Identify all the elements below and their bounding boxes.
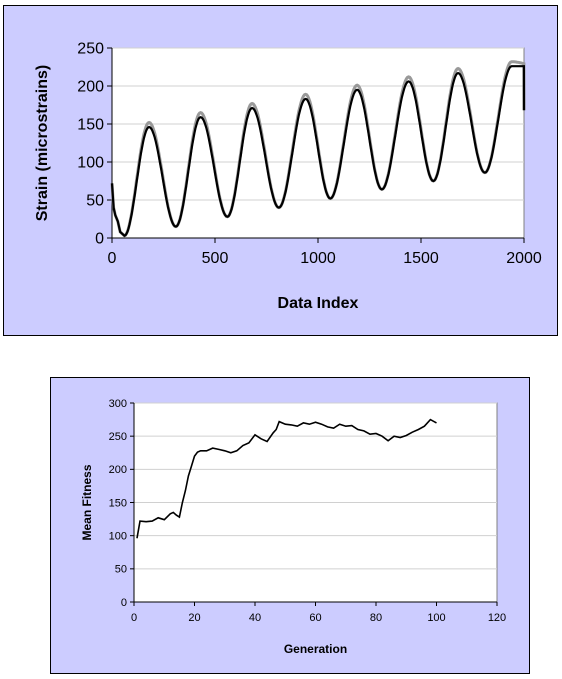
x-tick-label: 20 bbox=[188, 612, 200, 624]
y-tick-label: 200 bbox=[77, 79, 104, 96]
x-tick-label: 120 bbox=[488, 612, 506, 624]
fitness-series-line bbox=[136, 418, 437, 539]
x-tick-label: 80 bbox=[370, 612, 382, 624]
x-tick-label: 1500 bbox=[403, 250, 439, 267]
strain-chart: 0 50 100 150 200 250 0 500 1000 1500 2000 Data Inde… bbox=[34, 41, 542, 312]
y-tick-label: 150 bbox=[77, 117, 104, 134]
fitness-chart: 0 50 100 150 200 250 300 0 20 40 60 80 100 120 Generat… bbox=[80, 398, 506, 656]
x-tick-label: 60 bbox=[309, 612, 321, 624]
strain-series-black bbox=[110, 65, 526, 237]
y-tick-label: 0 bbox=[95, 231, 104, 248]
x-tick-label: 1000 bbox=[300, 250, 336, 267]
x-axis-label: Data Index bbox=[278, 295, 359, 312]
y-tick-label: 0 bbox=[121, 597, 127, 609]
y-axis-label: Strain (microstrains) bbox=[34, 65, 51, 221]
x-tick-label: 500 bbox=[202, 250, 229, 267]
x-axis-label: Generation bbox=[284, 642, 347, 656]
x-tick-label: 0 bbox=[108, 250, 117, 267]
y-tick-label: 150 bbox=[109, 497, 127, 509]
y-tick-label: 250 bbox=[77, 41, 104, 58]
y-axis-label: Mean Fitness bbox=[80, 464, 94, 540]
x-tick-label: 40 bbox=[249, 612, 261, 624]
y-tick-label: 100 bbox=[109, 531, 127, 543]
x-tick-label: 0 bbox=[131, 612, 137, 624]
y-tick-label: 50 bbox=[115, 564, 127, 576]
y-tick-label: 250 bbox=[109, 431, 127, 443]
y-tick-label: 100 bbox=[77, 155, 104, 172]
y-tick-label: 300 bbox=[109, 398, 127, 410]
strain-chart-panel: 0 50 100 150 200 250 0 500 1000 1500 2000 Data Inde… bbox=[3, 5, 558, 336]
x-tick-label: 2000 bbox=[506, 250, 542, 267]
fitness-chart-panel: 0 50 100 150 200 250 300 0 20 40 60 80 100 120 Generat… bbox=[50, 377, 530, 674]
x-tick-label: 100 bbox=[427, 612, 445, 624]
y-tick-label: 200 bbox=[109, 464, 127, 476]
y-tick-label: 50 bbox=[86, 193, 104, 210]
